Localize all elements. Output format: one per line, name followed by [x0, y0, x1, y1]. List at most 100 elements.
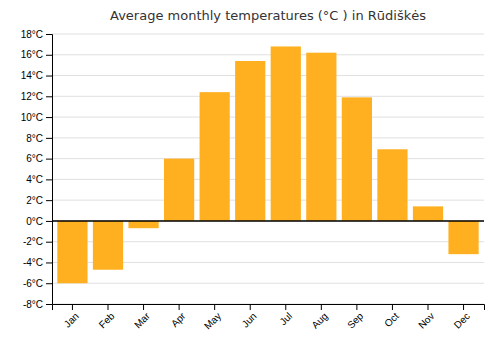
bar — [57, 221, 87, 283]
y-tick-label: 18°C — [21, 29, 43, 40]
y-tick-mark — [46, 138, 52, 139]
bar — [306, 53, 336, 221]
y-tick-mark — [46, 283, 52, 284]
x-tick-label: Oct — [382, 310, 401, 329]
y-tick: 6°C — [26, 153, 52, 164]
grid-line — [52, 34, 484, 35]
bar — [448, 221, 478, 254]
x-tick: Dec — [452, 304, 472, 331]
x-tick: May — [202, 304, 223, 332]
y-tick: -4°C — [23, 257, 52, 268]
x-tick-label: Jul — [277, 310, 294, 327]
bar — [413, 206, 443, 221]
y-tick-mark — [46, 159, 52, 160]
y-tick: 16°C — [21, 49, 52, 60]
y-tick-label: -2°C — [23, 236, 43, 247]
y-tick-label: 16°C — [21, 49, 43, 60]
y-tick: 4°C — [26, 174, 52, 185]
grid-line — [52, 75, 484, 76]
bars — [57, 46, 478, 283]
grid-line — [52, 283, 484, 284]
grid-line — [52, 220, 484, 221]
x-tick: Jun — [240, 304, 259, 330]
y-tick: 18°C — [21, 29, 52, 40]
y-tick-label: -4°C — [23, 257, 43, 268]
x-tick: Jul — [277, 304, 294, 327]
x-tick-mark — [428, 304, 429, 310]
y-tick-mark — [46, 34, 52, 35]
grid-line — [52, 117, 484, 118]
bar — [271, 46, 301, 220]
y-tick: -2°C — [23, 236, 52, 247]
x-tick-label: May — [202, 310, 223, 331]
y-tick-label: -8°C — [23, 299, 43, 310]
grid-line — [52, 179, 484, 180]
y-tick: 0°C — [26, 216, 52, 227]
y-tick-label: 6°C — [26, 153, 43, 164]
y-tick-mark — [46, 117, 52, 118]
bar — [200, 92, 230, 221]
y-tick-mark — [46, 262, 52, 263]
x-tick-label: Aug — [309, 310, 329, 330]
x-tick-label: Sep — [345, 310, 366, 331]
grid — [52, 34, 484, 304]
x-axis-line — [53, 305, 485, 311]
y-tick: -8°C — [23, 299, 52, 310]
y-tick-label: 4°C — [26, 174, 43, 185]
y-tick-mark — [46, 200, 52, 201]
y-tick-label: -6°C — [23, 278, 43, 289]
y-tick-label: 10°C — [21, 112, 43, 123]
x-tick-mark — [179, 304, 180, 310]
y-tick-mark — [46, 242, 52, 243]
y-tick: 14°C — [21, 70, 52, 81]
x-tick-mark — [321, 304, 322, 310]
x-tick-mark — [108, 304, 109, 310]
zero-line — [52, 220, 484, 222]
x-tick: Aug — [309, 304, 329, 331]
title: Average monthly temperatures (°C ) in Rū… — [110, 8, 426, 23]
bar — [128, 221, 158, 228]
y-tick: 10°C — [21, 112, 52, 123]
x-tick-mark — [392, 304, 393, 310]
y-axis-line — [46, 35, 53, 305]
y-tick-mark — [46, 55, 52, 56]
y-tick: -6°C — [23, 278, 52, 289]
x-tick: Feb — [97, 304, 117, 330]
x-tick-mark — [285, 304, 286, 310]
y-tick-label: 0°C — [26, 216, 43, 227]
bar — [235, 61, 265, 221]
y-tick-mark — [46, 96, 52, 97]
x-tick: Nov — [416, 304, 436, 331]
x-tick-label: Nov — [416, 310, 436, 330]
x-tick-label: Jun — [240, 310, 259, 329]
x-tick-label: Mar — [132, 310, 152, 330]
y-axis: -8°C -6°C -4°C -2°C 0°C 2°C 4°C 6°C 8°C 10°C 12°C 1… — [21, 29, 53, 310]
grid-line — [52, 158, 484, 159]
y-tick-label: 14°C — [21, 70, 43, 81]
y-tick: 2°C — [26, 195, 52, 206]
x-tick: Oct — [382, 304, 401, 329]
y-tick-label: 8°C — [26, 133, 43, 144]
grid-line — [52, 200, 484, 201]
x-tick-mark — [463, 304, 464, 310]
bar — [164, 159, 194, 221]
x-tick-label: Dec — [452, 310, 472, 330]
y-tick-mark — [46, 76, 52, 77]
bar — [342, 97, 372, 221]
x-axis: JanFebMarAprMayJunJulAugSepOctNovDec — [53, 304, 485, 332]
x-tick: Sep — [345, 304, 366, 331]
x-tick-label: Jan — [62, 310, 81, 329]
chart: Average monthly temperatures (°C ) in Rū… — [0, 0, 500, 350]
grid-line — [52, 96, 484, 97]
x-tick: Jan — [62, 304, 81, 330]
plot: -8°C -6°C -4°C -2°C 0°C 2°C 4°C 6°C 8°C 10°C 12°C 1… — [21, 29, 485, 332]
y-tick-label: 2°C — [26, 195, 43, 206]
y-tick-mark — [46, 304, 52, 305]
x-tick-label: Feb — [97, 310, 117, 330]
x-tick: Mar — [132, 304, 152, 330]
bar — [377, 149, 407, 221]
x-tick-mark — [72, 304, 73, 310]
y-tick-mark — [46, 179, 52, 180]
y-tick-label: 12°C — [21, 91, 43, 102]
x-tick-mark — [143, 304, 144, 310]
